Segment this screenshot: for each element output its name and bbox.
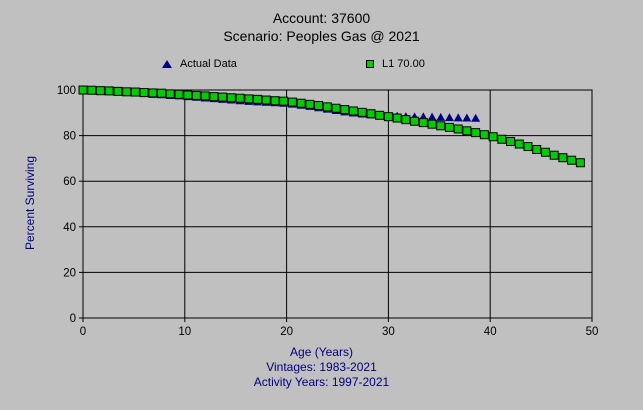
actual-data-point <box>444 113 454 122</box>
l1-curve-point <box>209 92 219 102</box>
actual-data-point <box>453 113 463 122</box>
l1-curve-point <box>497 134 507 144</box>
l1-curve-point <box>418 118 428 128</box>
l1-curve-point <box>87 85 97 95</box>
x-tick-label: 20 <box>280 326 293 338</box>
l1-curve-point <box>183 90 193 100</box>
vintages-caption: Vintages: 1983-2021 <box>266 360 377 374</box>
y-tick-label: 20 <box>63 267 76 279</box>
x-axis-title: Age (Years) <box>290 345 353 359</box>
y-tick-label: 100 <box>57 85 76 97</box>
l1-curve-point <box>235 93 245 103</box>
l1-curve-point <box>549 150 559 160</box>
l1-curve-point <box>191 90 201 100</box>
triangle-marker-icon <box>162 60 172 68</box>
actual-data-point <box>436 112 446 121</box>
y-tick-label: 80 <box>63 131 76 143</box>
actual-data-point <box>462 113 472 122</box>
l1-curve-point <box>331 103 341 113</box>
legend-label-actual-data: Actual Data <box>180 58 237 70</box>
x-tick-label: 30 <box>382 326 395 338</box>
l1-curve-point <box>226 93 236 103</box>
l1-curve-point <box>113 86 123 96</box>
l1-curve-point <box>514 139 524 149</box>
l1-curve-point <box>78 85 88 95</box>
account-title: Account: 37600 <box>272 10 371 26</box>
y-tick-label: 0 <box>70 313 76 325</box>
chart-title-block: Account: 37600 Scenario: Peoples Gas @ 2… <box>0 9 643 45</box>
l1-curve-point <box>471 128 481 138</box>
y-tick-label: 40 <box>63 222 76 234</box>
actual-data-point <box>471 113 481 122</box>
scenario-title: Scenario: Peoples Gas @ 2021 <box>223 28 420 44</box>
l1-curve-point <box>305 99 315 109</box>
l1-curve-point <box>279 96 289 106</box>
legend-label-l1-curve: L1 70.00 <box>382 58 425 70</box>
l1-curve-point <box>270 96 280 106</box>
l1-curve-point <box>488 132 498 142</box>
l1-curve-point <box>436 121 446 131</box>
square-marker-icon <box>366 60 374 68</box>
l1-curve-point <box>174 89 184 99</box>
l1-curve-point <box>348 106 358 116</box>
l1-curve-point <box>401 115 411 125</box>
plot-border <box>82 89 593 319</box>
l1-curve-point <box>453 124 463 134</box>
activity-years-caption: Activity Years: 1997-2021 <box>253 375 390 389</box>
l1-curve-point <box>410 116 420 126</box>
l1-curve-point <box>567 155 577 165</box>
l1-curve-point <box>130 87 140 97</box>
x-tick-label: 40 <box>484 326 497 338</box>
l1-curve-point <box>244 94 254 104</box>
x-tick-label: 0 <box>80 326 86 338</box>
l1-curve-point <box>444 122 454 132</box>
l1-curve-point <box>322 102 332 112</box>
x-tick-label: 10 <box>178 326 191 338</box>
l1-curve-point <box>558 153 568 163</box>
l1-curve-point <box>165 89 175 99</box>
l1-curve-point <box>218 92 228 102</box>
l1-curve-point <box>392 113 402 123</box>
x-tick-label: 50 <box>586 326 599 338</box>
l1-curve-point <box>383 112 393 122</box>
l1-curve-point <box>287 97 297 107</box>
l1-curve-point <box>148 88 158 98</box>
l1-curve-point <box>532 145 542 155</box>
l1-curve-point <box>340 105 350 115</box>
l1-curve-point <box>139 88 149 98</box>
l1-curve-point <box>506 137 516 147</box>
l1-curve-point <box>200 91 210 101</box>
l1-curve-point <box>252 94 262 104</box>
l1-curve-point <box>575 158 585 168</box>
l1-curve-point <box>261 95 271 105</box>
l1-curve-point <box>540 147 550 157</box>
l1-curve-point <box>104 86 114 96</box>
l1-curve-point <box>122 87 132 97</box>
l1-curve-point <box>523 142 533 152</box>
actual-data-point <box>427 112 437 121</box>
legend-item-actual-data: Actual Data <box>162 57 237 71</box>
l1-curve-point <box>156 88 166 98</box>
l1-curve-point <box>375 110 385 120</box>
l1-curve-point <box>462 126 472 136</box>
l1-curve-point <box>479 130 489 140</box>
y-tick-label: 60 <box>63 176 76 188</box>
l1-curve-point <box>296 98 306 108</box>
l1-curve-point <box>427 119 437 129</box>
l1-curve-point <box>95 86 105 96</box>
l1-curve-point <box>357 107 367 117</box>
l1-curve-point <box>314 101 324 111</box>
footer-captions: Age (Years) Vintages: 1983-2021 Activity… <box>0 345 643 390</box>
l1-curve-point <box>366 109 376 119</box>
legend-item-l1-curve: L1 70.00 <box>366 57 425 71</box>
